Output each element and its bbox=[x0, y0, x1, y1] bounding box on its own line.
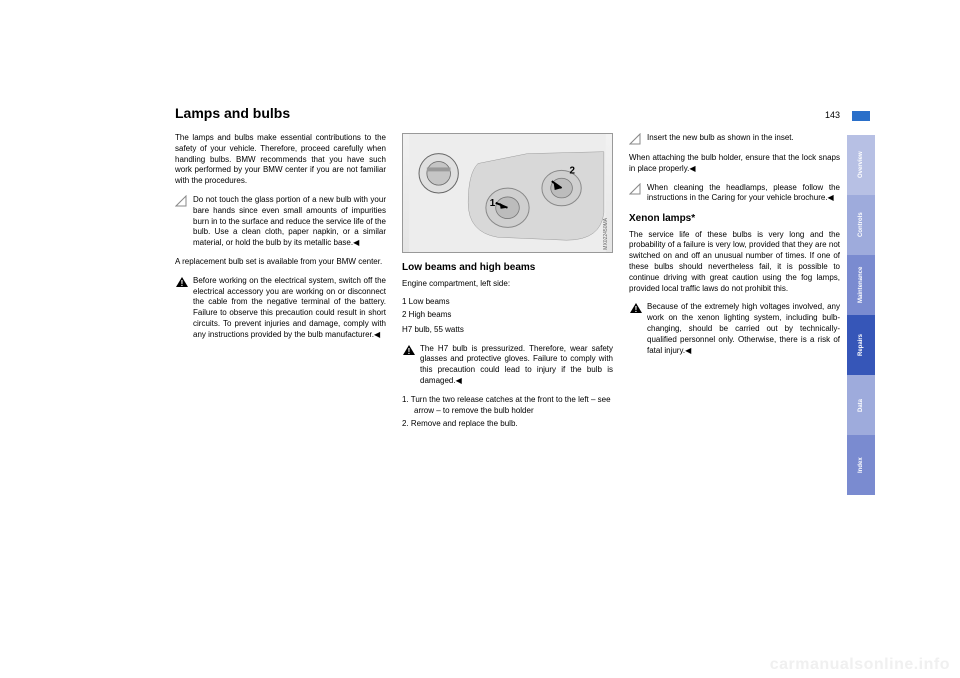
info-triangle-icon bbox=[629, 183, 643, 195]
warning-text: The H7 bulb is pressurized. Therefore, w… bbox=[420, 344, 613, 387]
warning-triangle-icon: ! bbox=[175, 276, 189, 288]
warning-text: Before working on the electrical system,… bbox=[193, 276, 386, 341]
subheading-low-high-beams: Low beams and high beams bbox=[402, 261, 613, 275]
info-note-1: Do not touch the glass portion of a new … bbox=[175, 195, 386, 249]
step-2: 2. Remove and replace the bulb. bbox=[402, 419, 613, 430]
tab-controls[interactable]: Controls bbox=[847, 195, 875, 255]
column-2: 1 2 MX022450MA Low beams and high beams … bbox=[402, 133, 613, 565]
tab-index[interactable]: Index bbox=[847, 435, 875, 495]
column-3: Insert the new bulb as shown in the inse… bbox=[629, 133, 840, 565]
manual-page: Lamps and bulbs 143 The lamps and bulbs … bbox=[175, 105, 840, 565]
info-triangle-icon bbox=[175, 195, 189, 207]
warning-note-1: ! Before working on the electrical syste… bbox=[175, 276, 386, 341]
svg-text:1: 1 bbox=[490, 198, 496, 209]
step-1: 1. Turn the two release catches at the f… bbox=[402, 395, 613, 417]
intro-text: The lamps and bulbs make essential contr… bbox=[175, 133, 386, 187]
section-title: Lamps and bulbs bbox=[175, 105, 290, 121]
note-text: When cleaning the headlamps, please foll… bbox=[647, 183, 840, 205]
svg-text:!: ! bbox=[181, 279, 184, 288]
replacement-text: A replacement bulb set is available from… bbox=[175, 257, 386, 268]
warning-triangle-icon: ! bbox=[402, 344, 416, 356]
page-number: 143 bbox=[825, 110, 840, 120]
list-item-1: 1 Low beams bbox=[402, 297, 613, 308]
warning-triangle-icon: ! bbox=[629, 302, 643, 314]
svg-text:!: ! bbox=[408, 347, 411, 356]
tab-overview[interactable]: Overview bbox=[847, 135, 875, 195]
list-item-2: 2 High beams bbox=[402, 310, 613, 321]
image-reference-code: MX022450MA bbox=[603, 218, 610, 250]
column-1: The lamps and bulbs make essential contr… bbox=[175, 133, 386, 565]
page-header: Lamps and bulbs 143 bbox=[175, 105, 840, 121]
headlamp-diagram: 1 2 MX022450MA bbox=[402, 133, 613, 253]
warning-note-2: ! The H7 bulb is pressurized. Therefore,… bbox=[402, 344, 613, 387]
info-triangle-icon bbox=[629, 133, 643, 145]
location-text: Engine compartment, left side: bbox=[402, 279, 613, 290]
note-text: Insert the new bulb as shown in the inse… bbox=[647, 133, 840, 145]
tab-repairs[interactable]: Repairs bbox=[847, 315, 875, 375]
subheading-xenon: Xenon lamps* bbox=[629, 212, 840, 226]
info-note-2: Insert the new bulb as shown in the inse… bbox=[629, 133, 840, 145]
attach-text: When attaching the bulb holder, ensure t… bbox=[629, 153, 840, 175]
diagram-svg: 1 2 bbox=[403, 134, 612, 252]
tab-data[interactable]: Data bbox=[847, 375, 875, 435]
note-text: Do not touch the glass portion of a new … bbox=[193, 195, 386, 249]
page-corner-marker bbox=[852, 111, 870, 121]
bulb-spec: H7 bulb, 55 watts bbox=[402, 325, 613, 336]
info-note-3: When cleaning the headlamps, please foll… bbox=[629, 183, 840, 205]
source-watermark: carmanualsonline.info bbox=[770, 656, 950, 674]
svg-text:2: 2 bbox=[569, 165, 575, 176]
tab-maintenance[interactable]: Maintenance bbox=[847, 255, 875, 315]
warning-text: Because of the extremely high voltages i… bbox=[647, 302, 840, 356]
side-navigation-tabs: Overview Controls Maintenance Repairs Da… bbox=[847, 135, 875, 495]
warning-note-3: ! Because of the extremely high voltages… bbox=[629, 302, 840, 356]
xenon-text: The service life of these bulbs is very … bbox=[629, 230, 840, 295]
content-columns: The lamps and bulbs make essential contr… bbox=[175, 133, 840, 565]
svg-text:!: ! bbox=[635, 305, 638, 314]
